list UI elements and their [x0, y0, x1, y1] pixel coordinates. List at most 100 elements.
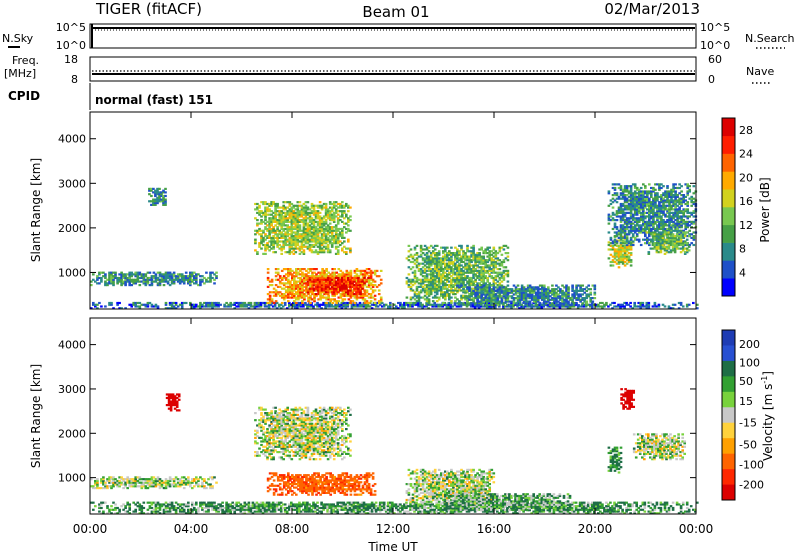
echo-cell: [585, 300, 589, 303]
echo-cell: [442, 291, 445, 294]
echo-cell: [298, 227, 302, 231]
echo-cell: [464, 271, 467, 274]
echo-cell: [292, 204, 296, 207]
echo-cell: [356, 303, 360, 306]
echo-cell: [417, 285, 421, 288]
echo-cell: [444, 275, 447, 278]
echo-cell: [303, 278, 306, 281]
echo-cell: [314, 276, 318, 280]
echo-cell: [440, 285, 443, 288]
echo-cell: [359, 289, 362, 292]
echo-cell: [291, 278, 294, 281]
echo-cell: [328, 217, 332, 220]
echo-cell: [328, 227, 332, 231]
nave-tick-bottom: 0: [708, 73, 715, 86]
echo-cell: [454, 262, 457, 265]
echo-cell: [308, 276, 312, 280]
echo-cell: [472, 282, 475, 285]
echo-cell: [460, 271, 463, 274]
echo-cell: [144, 282, 148, 285]
echo-cell: [320, 287, 324, 290]
echo-cell: [347, 291, 350, 294]
echo-cell: [213, 282, 216, 285]
echo-cell: [330, 236, 334, 239]
echo-cell: [160, 275, 164, 278]
echo-cell: [233, 301, 237, 305]
echo-cell: [663, 305, 667, 308]
echo-cell: [423, 253, 427, 256]
echo-cell: [345, 289, 348, 292]
echo-cell: [478, 269, 481, 272]
echo-cell: [154, 278, 158, 281]
echo-cell: [256, 202, 259, 206]
echo-cell: [120, 282, 123, 285]
echo-cell: [366, 305, 370, 308]
echo-cell: [330, 226, 334, 229]
echo-cell: [158, 271, 162, 274]
echo-cell: [334, 238, 338, 241]
echo-cell: [312, 243, 316, 247]
echo-cell: [444, 255, 447, 258]
echo-cell: [294, 251, 298, 254]
echo-cell: [288, 229, 292, 232]
echo-cell: [353, 296, 357, 299]
echo-cell: [361, 278, 365, 281]
echo-cell: [482, 268, 486, 271]
echo-cell: [318, 226, 322, 229]
echo-cell: [295, 269, 298, 272]
echo-cell: [330, 217, 334, 220]
echo-cell: [334, 224, 338, 227]
echo-cell: [409, 301, 413, 305]
echo-cell: [481, 305, 485, 308]
echo-cell: [270, 298, 274, 301]
echo-cell: [294, 217, 298, 220]
echo-cell: [333, 294, 337, 297]
echo-cell: [239, 305, 243, 308]
echo-cell: [411, 266, 415, 269]
echo-cell: [309, 275, 312, 278]
echo-cell: [480, 260, 484, 264]
echo-cell: [498, 305, 501, 308]
echo-cell: [203, 282, 206, 285]
echo-cell: [195, 273, 198, 276]
echo-cell: [324, 229, 328, 232]
echo-cell: [355, 282, 358, 285]
echo-cell: [293, 289, 296, 292]
echo-cell: [435, 300, 439, 303]
echo-cell: [460, 268, 463, 271]
echo-cell: [643, 305, 647, 308]
echo-cell: [367, 268, 371, 271]
echo-cell: [270, 231, 273, 234]
echo-cell: [371, 271, 375, 274]
echo-cell: [279, 307, 283, 310]
echo-cell: [415, 278, 419, 281]
echo-cell: [435, 271, 439, 274]
echo-cell: [423, 291, 427, 294]
echo-cell: [313, 293, 316, 296]
echo-cell: [330, 287, 334, 290]
echo-cell: [476, 288, 479, 291]
echo-cell: [304, 303, 307, 306]
echo-cell: [256, 206, 259, 209]
echo-cell: [466, 259, 469, 262]
echo-cell: [591, 303, 594, 306]
echo-cell: [343, 226, 346, 229]
echo-cell: [639, 305, 643, 308]
echo-cell: [349, 276, 352, 280]
echo-cell: [162, 191, 165, 194]
echo-cell: [458, 262, 461, 265]
echo-cell: [343, 206, 346, 209]
echo-cell: [349, 294, 353, 297]
echo-cell: [316, 238, 320, 241]
echo-cell: [280, 235, 284, 238]
echo-cell: [476, 291, 479, 294]
echo-cell: [466, 291, 469, 294]
echo-cell: [302, 305, 305, 308]
echo-cell: [371, 278, 375, 281]
echo-cell: [462, 252, 465, 255]
echo-cell: [427, 278, 431, 281]
echo-cell: [290, 226, 294, 229]
echo-cell: [336, 236, 340, 239]
echo-cell: [341, 285, 344, 288]
echo-cell: [339, 280, 342, 283]
